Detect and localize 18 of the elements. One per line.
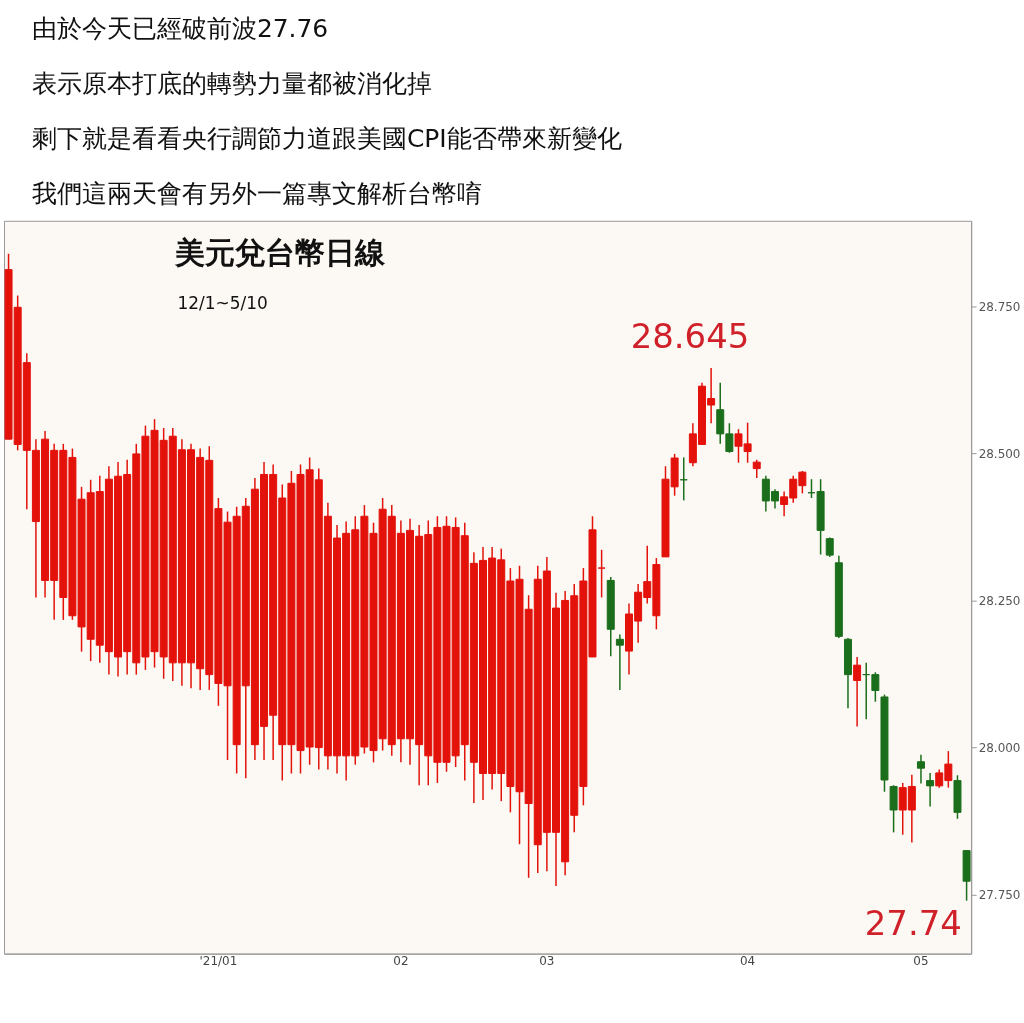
y-tick-label: 28.250 [978,593,1021,608]
text: 表示原本打底的轉勢力量都被消化掉 [31,69,432,99]
y-tick-label: 28.750 [978,299,1021,314]
x-tick-label: 02 [393,954,409,969]
x-tick-label: 03 [539,954,555,969]
x-tick-label: '21/01 [199,954,238,969]
text: 由於今天已經破前波27.76 [31,14,329,44]
y-tick-label: 27.750 [978,888,1021,903]
annotation: 28.645 [630,317,750,357]
text: 我們這兩天會有另外一篇專文解析台幣唷 [31,178,482,208]
text: 12/1~5/10 [177,292,268,313]
x-tick-label: 05 [913,954,929,969]
x-tick-label: 04 [740,954,756,969]
text: 美元兌台幣日線 [174,234,387,270]
text: 剩下就是看看央行調節力道跟美國CPI能否帶來新變化 [31,123,622,153]
y-tick-label: 28.500 [978,446,1021,461]
y-tick-label: 28.000 [978,741,1021,756]
annotation: 27.74 [864,903,962,943]
